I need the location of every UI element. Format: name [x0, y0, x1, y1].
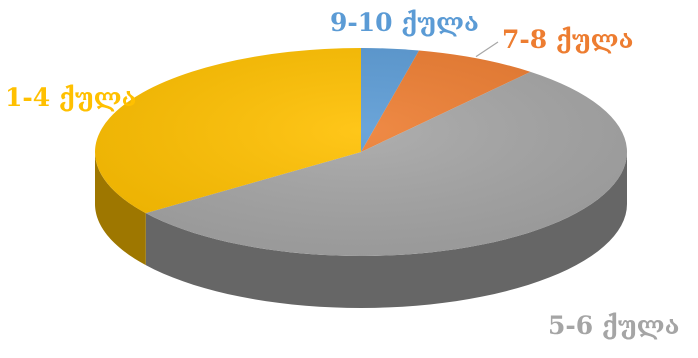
slice-label-1-4: 1-4 ქულა — [5, 83, 137, 112]
slice-label-9-10: 9-10 ქულა — [330, 8, 479, 37]
slice-label-7-8: 7-8 ქულა — [502, 25, 634, 54]
slice-side-3 — [95, 152, 146, 266]
pie-tops — [94, 47, 628, 257]
pie-top-shading — [95, 48, 627, 256]
slice-side-2 — [145, 152, 628, 308]
label-leader-line — [475, 41, 499, 58]
pie-sides — [95, 152, 628, 308]
slice-label-5-6: 5-6 ქულა — [548, 311, 680, 340]
